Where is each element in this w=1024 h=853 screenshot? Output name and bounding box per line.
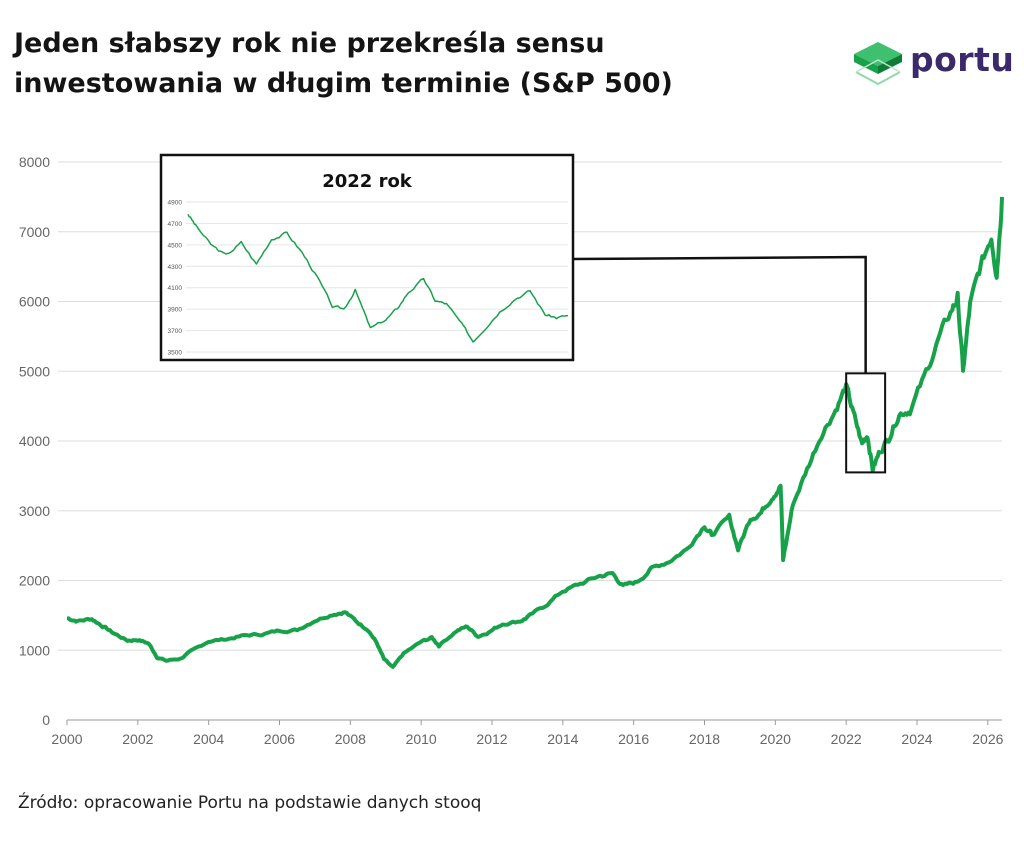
y-tick-label: 7000 xyxy=(19,224,50,240)
y-tick-label: 3000 xyxy=(19,503,50,519)
logo-text: portu xyxy=(910,40,1015,79)
inset-y-tick-label: 3900 xyxy=(168,307,183,314)
inset-frame xyxy=(159,153,575,362)
x-tick-label: 2002 xyxy=(122,731,153,747)
x-tick-label: 2026 xyxy=(972,731,1003,747)
title-line-2: inwestowania w długim terminie (S&P 500) xyxy=(14,68,673,99)
x-tick-label: 2014 xyxy=(547,731,578,747)
inset-2022-series-line xyxy=(187,213,569,343)
sp500-series-line xyxy=(66,196,1004,669)
inset-y-tick-label: 4300 xyxy=(168,264,183,271)
inset-title: 2022 rok xyxy=(322,171,413,192)
y-tick-label: 8000 xyxy=(19,154,50,170)
y-tick-label: 1000 xyxy=(19,642,50,658)
connector-line xyxy=(572,255,867,374)
y-tick-label: 2000 xyxy=(19,573,50,589)
source-note: Źródło: opracowanie Portu na podstawie d… xyxy=(18,793,482,813)
page-title: Jeden słabszy rok nie przekreśla sensu i… xyxy=(14,24,774,104)
inset-y-tick-label: 3700 xyxy=(168,328,183,335)
inset-y-tick-label: 4700 xyxy=(168,221,183,228)
sp500-chart: 0 1000 2000 3000 4000 5000 6000 7000 8000 2000 200… xyxy=(19,153,1004,747)
x-tick-label: 2008 xyxy=(335,731,366,747)
y-tick-label: 6000 xyxy=(19,294,50,310)
title-line-1: Jeden słabszy rok nie przekreśla sensu xyxy=(14,28,605,59)
y-tick-label: 0 xyxy=(42,712,50,728)
inset-y-tick-label: 4500 xyxy=(168,242,183,249)
cube-logo-icon xyxy=(854,42,902,86)
inset-y-tick-label: 4900 xyxy=(168,200,183,207)
x-tick-label: 2004 xyxy=(193,731,224,747)
x-tick-label: 2020 xyxy=(760,731,791,747)
x-tick-label: 2000 xyxy=(51,731,82,747)
y-tick-label: 5000 xyxy=(19,363,50,379)
x-tick-label: 2012 xyxy=(476,731,507,747)
x-tick-label: 2010 xyxy=(406,731,437,747)
y-tick-label: 4000 xyxy=(19,433,50,449)
inset-y-tick-label: 3500 xyxy=(168,350,183,357)
inset-y-tick-label: 4100 xyxy=(168,285,183,292)
x-tick-label: 2018 xyxy=(689,731,720,747)
x-tick-label: 2024 xyxy=(901,731,932,747)
portu-logo: portu xyxy=(850,38,1015,98)
x-tick-label: 2022 xyxy=(831,731,862,747)
x-tick-label: 2006 xyxy=(264,731,295,747)
x-tick-label: 2016 xyxy=(618,731,649,747)
